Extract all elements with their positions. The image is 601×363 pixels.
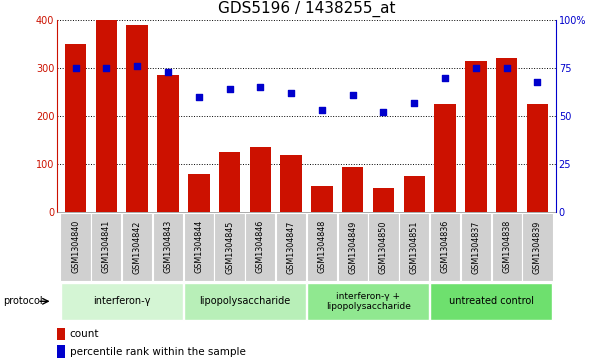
FancyBboxPatch shape <box>184 283 306 320</box>
Point <box>379 109 388 115</box>
Text: GSM1304849: GSM1304849 <box>348 220 357 274</box>
Bar <box>219 152 240 212</box>
Bar <box>435 104 456 212</box>
Text: GSM1304844: GSM1304844 <box>194 220 203 273</box>
FancyBboxPatch shape <box>399 213 429 281</box>
Text: GSM1304843: GSM1304843 <box>163 220 172 273</box>
Text: lipopolysaccharide: lipopolysaccharide <box>200 296 290 306</box>
Point <box>194 94 204 100</box>
FancyBboxPatch shape <box>430 213 460 281</box>
Text: GSM1304842: GSM1304842 <box>133 220 142 274</box>
Point <box>409 100 419 106</box>
FancyBboxPatch shape <box>245 213 275 281</box>
Point <box>163 69 172 75</box>
Text: GSM1304851: GSM1304851 <box>410 220 419 274</box>
Point <box>471 65 481 71</box>
Text: GSM1304847: GSM1304847 <box>287 220 296 274</box>
Text: GSM1304836: GSM1304836 <box>441 220 450 273</box>
Point <box>348 92 358 98</box>
Text: GSM1304838: GSM1304838 <box>502 220 511 273</box>
Bar <box>65 44 87 212</box>
FancyBboxPatch shape <box>368 213 398 281</box>
Bar <box>311 186 333 212</box>
Bar <box>403 176 425 212</box>
Text: GSM1304837: GSM1304837 <box>471 220 480 274</box>
Text: GSM1304845: GSM1304845 <box>225 220 234 274</box>
Text: interferon-γ +
lipopolysaccharide: interferon-γ + lipopolysaccharide <box>326 291 410 311</box>
Text: GSM1304839: GSM1304839 <box>533 220 542 274</box>
Point <box>132 63 142 69</box>
FancyBboxPatch shape <box>430 283 552 320</box>
Point <box>502 65 511 71</box>
FancyBboxPatch shape <box>184 213 214 281</box>
Text: protocol: protocol <box>3 296 43 306</box>
Bar <box>188 174 210 212</box>
FancyBboxPatch shape <box>91 213 121 281</box>
Text: GSM1304846: GSM1304846 <box>256 220 265 273</box>
FancyBboxPatch shape <box>122 213 152 281</box>
Text: interferon-γ: interferon-γ <box>93 296 150 306</box>
Text: GSM1304850: GSM1304850 <box>379 220 388 274</box>
FancyBboxPatch shape <box>307 213 337 281</box>
Point <box>532 79 542 85</box>
Bar <box>526 104 548 212</box>
Point <box>225 86 234 92</box>
FancyBboxPatch shape <box>461 213 491 281</box>
FancyBboxPatch shape <box>276 213 306 281</box>
Point <box>71 65 81 71</box>
FancyBboxPatch shape <box>492 213 522 281</box>
Point <box>255 84 265 90</box>
Text: GSM1304848: GSM1304848 <box>317 220 326 273</box>
Bar <box>496 58 517 212</box>
FancyBboxPatch shape <box>153 213 183 281</box>
Text: untreated control: untreated control <box>449 296 534 306</box>
Text: percentile rank within the sample: percentile rank within the sample <box>70 347 246 356</box>
Bar <box>57 345 66 358</box>
FancyBboxPatch shape <box>61 283 183 320</box>
Point <box>441 75 450 81</box>
Bar <box>465 61 487 212</box>
Point <box>286 90 296 96</box>
Text: count: count <box>70 329 99 339</box>
Point <box>317 107 327 113</box>
FancyBboxPatch shape <box>338 213 368 281</box>
Title: GDS5196 / 1438255_at: GDS5196 / 1438255_at <box>218 1 395 17</box>
Bar <box>342 167 364 212</box>
Point <box>102 65 111 71</box>
Bar <box>96 20 117 212</box>
Bar <box>373 188 394 212</box>
FancyBboxPatch shape <box>307 283 429 320</box>
Bar <box>157 75 178 212</box>
FancyBboxPatch shape <box>61 213 91 281</box>
Text: GSM1304840: GSM1304840 <box>71 220 80 273</box>
FancyBboxPatch shape <box>522 213 552 281</box>
Bar <box>126 25 148 212</box>
Bar <box>280 155 302 212</box>
FancyBboxPatch shape <box>215 213 245 281</box>
Bar <box>57 328 66 340</box>
Bar <box>249 147 271 212</box>
Text: GSM1304841: GSM1304841 <box>102 220 111 273</box>
